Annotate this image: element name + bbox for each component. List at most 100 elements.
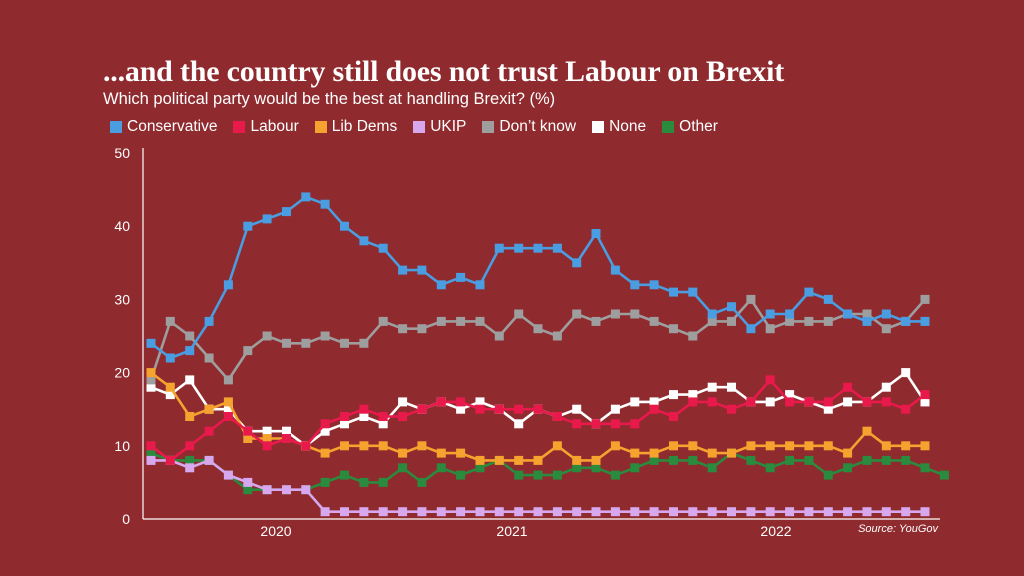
- point-don-t-know: [649, 316, 659, 326]
- point-lib-dems: [417, 441, 427, 451]
- point-conservative: [165, 353, 175, 363]
- point-conservative: [610, 265, 620, 275]
- series-conservative: [146, 192, 930, 363]
- point-don-t-know: [630, 309, 640, 319]
- legend-swatch-none: [592, 121, 605, 133]
- point-conservative: [901, 316, 911, 326]
- point-lib-dems: [359, 441, 369, 451]
- point-don-t-know: [282, 338, 291, 348]
- point-other: [688, 455, 698, 465]
- point-conservative: [494, 243, 504, 253]
- point-none: [610, 404, 620, 414]
- point-labour: [165, 455, 175, 465]
- point-don-t-know: [262, 331, 272, 341]
- point-labour: [204, 426, 214, 436]
- point-don-t-know: [552, 331, 562, 341]
- point-lib-dems: [630, 448, 640, 458]
- point-ukip: [901, 507, 911, 517]
- point-none: [881, 382, 891, 392]
- legend-item-other: Other: [662, 118, 718, 136]
- point-lib-dems: [823, 441, 833, 451]
- point-ukip: [862, 507, 872, 517]
- point-lib-dems: [533, 455, 543, 465]
- point-ukip: [707, 507, 717, 517]
- point-lib-dems: [746, 441, 756, 451]
- legend-label-other: Other: [679, 118, 718, 135]
- point-labour: [146, 441, 156, 451]
- point-none: [920, 397, 930, 407]
- point-ukip: [533, 507, 543, 517]
- point-none: [688, 390, 698, 400]
- point-don-t-know: [533, 324, 543, 334]
- point-other: [707, 463, 717, 473]
- point-other: [591, 463, 601, 473]
- point-none: [282, 426, 291, 436]
- legend-item-ukip: UKIP: [413, 118, 466, 136]
- point-don-t-know: [765, 324, 775, 334]
- point-labour: [262, 441, 272, 451]
- point-labour: [243, 426, 253, 436]
- point-none: [707, 382, 717, 392]
- point-labour: [881, 397, 891, 407]
- point-other: [378, 477, 388, 487]
- point-don-t-know: [436, 316, 446, 326]
- point-ukip: [785, 507, 795, 517]
- legend-item-none: None: [592, 118, 646, 136]
- chart-source: Source: YouGov: [858, 523, 939, 535]
- point-don-t-know: [378, 316, 388, 326]
- point-none: [146, 382, 156, 392]
- point-other: [649, 455, 659, 465]
- point-labour: [340, 412, 349, 421]
- point-none: [378, 419, 388, 429]
- legend-label-none: None: [609, 118, 647, 135]
- x-tick-label-2020: 2020: [260, 523, 291, 539]
- point-other: [417, 477, 427, 487]
- y-tick-label: 30: [114, 291, 130, 307]
- point-conservative: [282, 207, 291, 217]
- point-don-t-know: [165, 316, 175, 326]
- point-conservative: [359, 236, 369, 246]
- point-labour: [436, 397, 446, 407]
- point-don-t-know: [223, 375, 233, 385]
- point-other: [630, 463, 640, 473]
- point-none: [514, 419, 524, 429]
- point-labour: [920, 390, 930, 400]
- point-ukip: [649, 507, 659, 517]
- point-other: [785, 455, 795, 465]
- point-conservative: [223, 280, 233, 290]
- point-conservative: [456, 272, 466, 282]
- point-conservative: [727, 302, 736, 312]
- point-don-t-know: [707, 316, 717, 326]
- point-labour: [572, 419, 582, 429]
- point-conservative: [552, 243, 562, 253]
- point-don-t-know: [359, 338, 369, 348]
- point-lib-dems: [185, 412, 195, 421]
- legend-label-ukip: UKIP: [430, 118, 467, 135]
- point-labour: [398, 412, 408, 421]
- point-ukip: [340, 507, 349, 517]
- point-ukip: [301, 485, 311, 495]
- point-other: [359, 477, 369, 487]
- point-lib-dems: [572, 455, 582, 465]
- point-labour: [630, 419, 640, 429]
- point-none: [165, 390, 175, 400]
- point-lib-dems: [881, 441, 891, 451]
- point-labour: [804, 397, 814, 407]
- point-lib-dems: [165, 382, 175, 392]
- point-labour: [765, 375, 775, 385]
- point-lib-dems: [223, 397, 233, 407]
- legend-swatch-ukip: [413, 121, 426, 133]
- point-lib-dems: [456, 448, 466, 458]
- point-conservative: [881, 309, 891, 319]
- series-lib-dems: [146, 368, 930, 465]
- chart-legend: Conservative Labour Lib Dems UKIP Don’t know…: [110, 118, 718, 136]
- point-don-t-know: [146, 375, 156, 385]
- point-don-t-know: [610, 309, 620, 319]
- point-conservative: [301, 192, 311, 202]
- y-tick-label: 10: [114, 438, 130, 454]
- point-conservative: [262, 214, 272, 224]
- point-labour: [359, 404, 369, 414]
- point-labour: [785, 397, 795, 407]
- point-ukip: [417, 507, 427, 517]
- y-tick-label: 40: [114, 218, 130, 234]
